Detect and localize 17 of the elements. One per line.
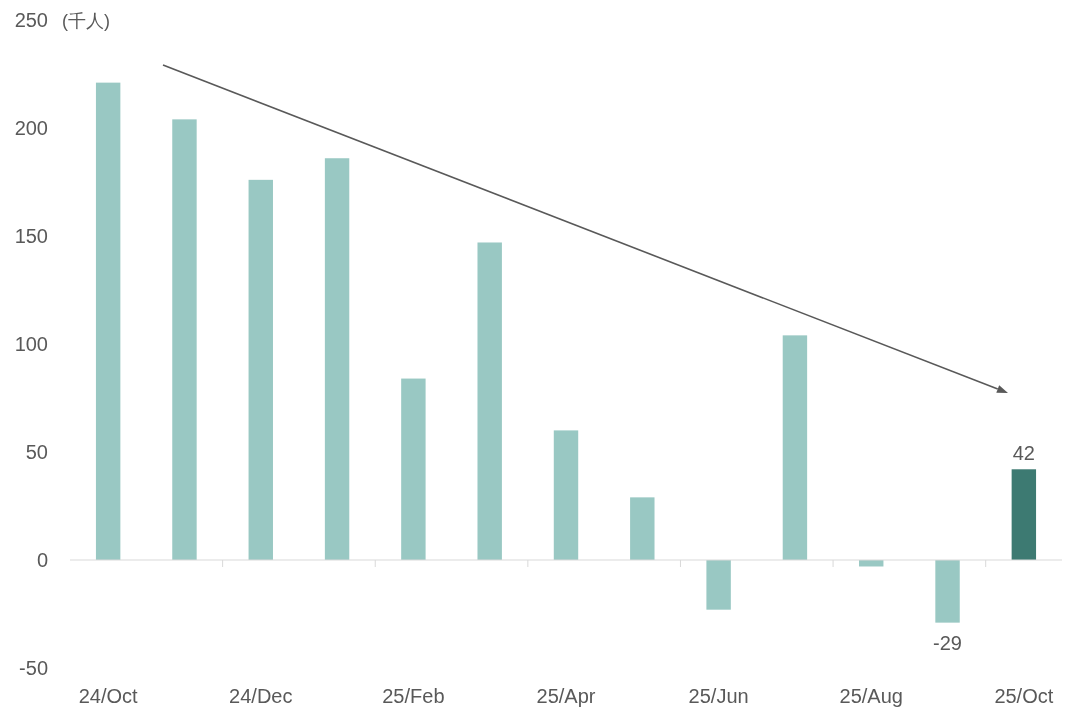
- x-tick-label: 25/Jun: [688, 685, 749, 707]
- y-tick-label: 150: [14, 225, 48, 247]
- x-tick-label: 24/Dec: [229, 685, 293, 707]
- data-label: 42: [1012, 442, 1035, 465]
- y-axis-title: (千人): [62, 11, 110, 31]
- y-tick-label: 200: [14, 117, 48, 139]
- y-tick-label: 0: [36, 549, 48, 571]
- x-tick-label: 25/Oct: [994, 685, 1054, 707]
- x-tick-label: 25/Aug: [839, 685, 903, 707]
- x-tick-label: 25/Feb: [382, 685, 445, 707]
- y-tick-label: -50: [19, 657, 48, 679]
- data-label: -29: [933, 631, 962, 654]
- x-tick-label: 24/Oct: [78, 685, 139, 707]
- y-tick-label: 100: [14, 333, 48, 355]
- x-tick-label: 25/Apr: [536, 685, 596, 707]
- y-tick-label: 250: [14, 9, 48, 31]
- y-tick-label: 50: [25, 441, 48, 463]
